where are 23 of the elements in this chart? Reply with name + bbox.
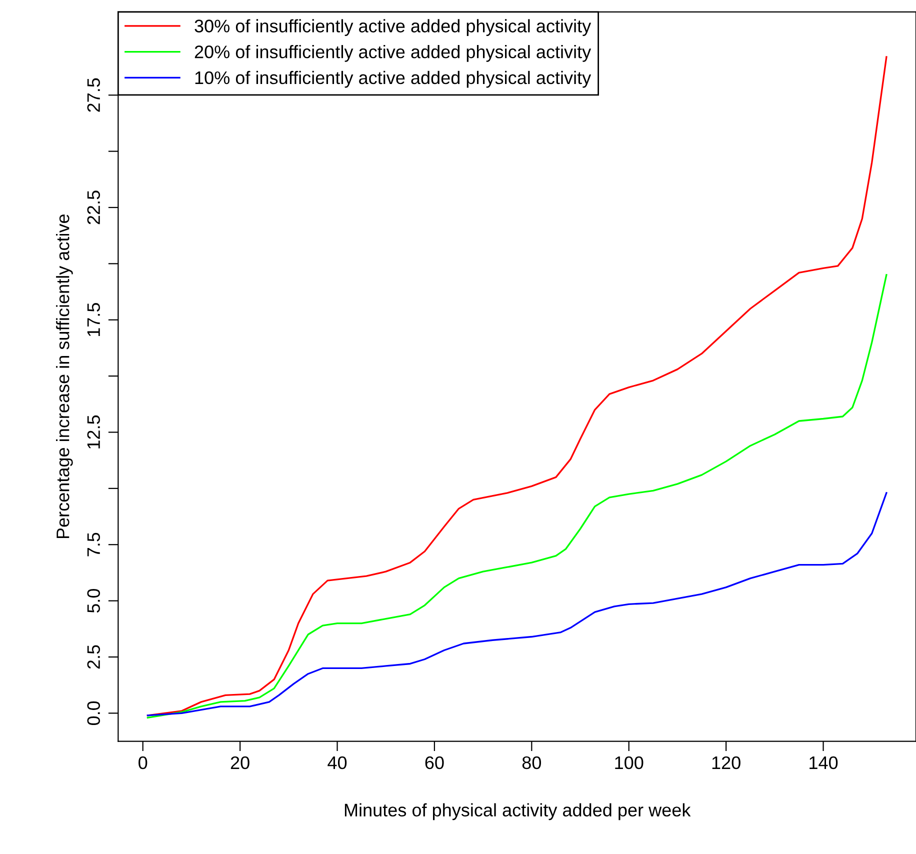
- legend-label: 10% of insufficiently active added physical activity: [195, 70, 592, 88]
- y-tick-label: 22.5: [87, 190, 100, 224]
- x-tick-label: 100: [615, 756, 644, 770]
- y-tick-label: 12.5: [87, 415, 100, 448]
- line-series: [146, 492, 888, 716]
- y-tick-label: 2.5: [87, 645, 100, 669]
- y-tick-label: 5.0: [87, 588, 100, 613]
- x-tick-label: 140: [810, 756, 838, 770]
- line-series: [146, 274, 888, 719]
- x-tick-label: 120: [712, 756, 740, 770]
- x-tick-label: 40: [328, 756, 347, 770]
- legend-label: 30% of insufficiently active added physical activity: [194, 19, 592, 36]
- y-tick-label: 7.5: [87, 532, 100, 556]
- y-axis-title: Percentage increase in sufficiently active: [56, 214, 73, 538]
- y-tick-label: 17.5: [87, 303, 100, 336]
- x-tick-label: 80: [522, 756, 541, 770]
- x-axis-title: Minutes of physical activity added per week: [344, 803, 691, 820]
- x-tick-label: 0: [138, 756, 148, 770]
- x-tick-label: 20: [230, 756, 250, 770]
- y-tick-label: 27.5: [87, 78, 100, 112]
- legend-label: 20% of insufficiently active added physical activity: [194, 45, 592, 62]
- x-tick-label: 60: [425, 756, 444, 770]
- y-tick-label: 0.0: [87, 701, 100, 726]
